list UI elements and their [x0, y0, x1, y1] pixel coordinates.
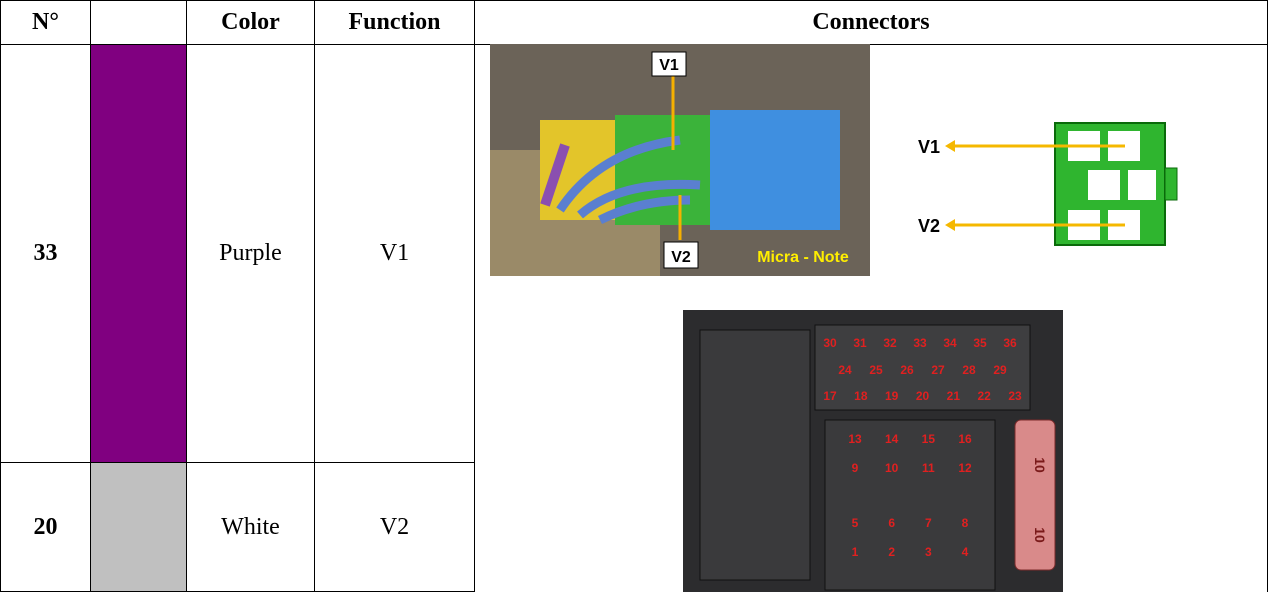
pin-label: 3 [925, 545, 932, 559]
pin-label: 14 [885, 432, 899, 446]
color-swatch [90, 44, 187, 463]
pin-label: 11 [922, 461, 935, 475]
diagram: V1 V2 [918, 122, 1178, 246]
pin-label: 4 [962, 545, 969, 559]
pin-label: 34 [943, 336, 957, 350]
photo-caption: Micra - Note [757, 249, 849, 266]
pin-label: 27 [931, 363, 945, 377]
header-cell: Function [314, 0, 475, 45]
pin-label: 16 [958, 432, 972, 446]
pin-label: 7 [925, 516, 932, 530]
pin-label: 26 [900, 363, 914, 377]
pin-label: 33 [913, 336, 927, 350]
photo: V1 V2 Micra - Note [490, 44, 870, 276]
pin-label: 18 [854, 389, 868, 403]
pin-label: 10 [1032, 527, 1048, 543]
pin-label: 21 [947, 389, 961, 403]
pin-label: 8 [962, 516, 969, 530]
pin-label: 1 [852, 545, 859, 559]
pin-label: 10 [885, 461, 899, 475]
pin-label: 35 [973, 336, 987, 350]
photo-label: V1 [659, 57, 679, 74]
photo-label: V2 [671, 249, 691, 266]
pin-label: 9 [852, 461, 859, 475]
pin-label: 24 [838, 363, 852, 377]
pin-label: 23 [1008, 389, 1022, 403]
color-cell: Purple [186, 44, 315, 463]
pin-label: 32 [883, 336, 897, 350]
pin-label: 25 [869, 363, 883, 377]
color-swatch [90, 462, 187, 592]
pin-label: 15 [922, 432, 936, 446]
diagram-label: V1 [918, 137, 940, 157]
pin-label: 10 [1032, 457, 1048, 473]
pin-label: 31 [853, 336, 867, 350]
pin-label: 19 [885, 389, 899, 403]
pin-label: 29 [993, 363, 1007, 377]
pin-label: 20 [916, 389, 930, 403]
pin-label: 36 [1003, 336, 1017, 350]
pin-label: 6 [888, 516, 895, 530]
pin-label: 13 [848, 432, 862, 446]
pin-label: 2 [888, 545, 895, 559]
pin-label: 28 [962, 363, 976, 377]
pin-label: 12 [958, 461, 972, 475]
pin-label: 22 [977, 389, 991, 403]
pin-label: 17 [823, 389, 837, 403]
diagram-label: V2 [918, 216, 940, 236]
pin-label: 5 [852, 516, 859, 530]
pin-label: 30 [823, 336, 837, 350]
